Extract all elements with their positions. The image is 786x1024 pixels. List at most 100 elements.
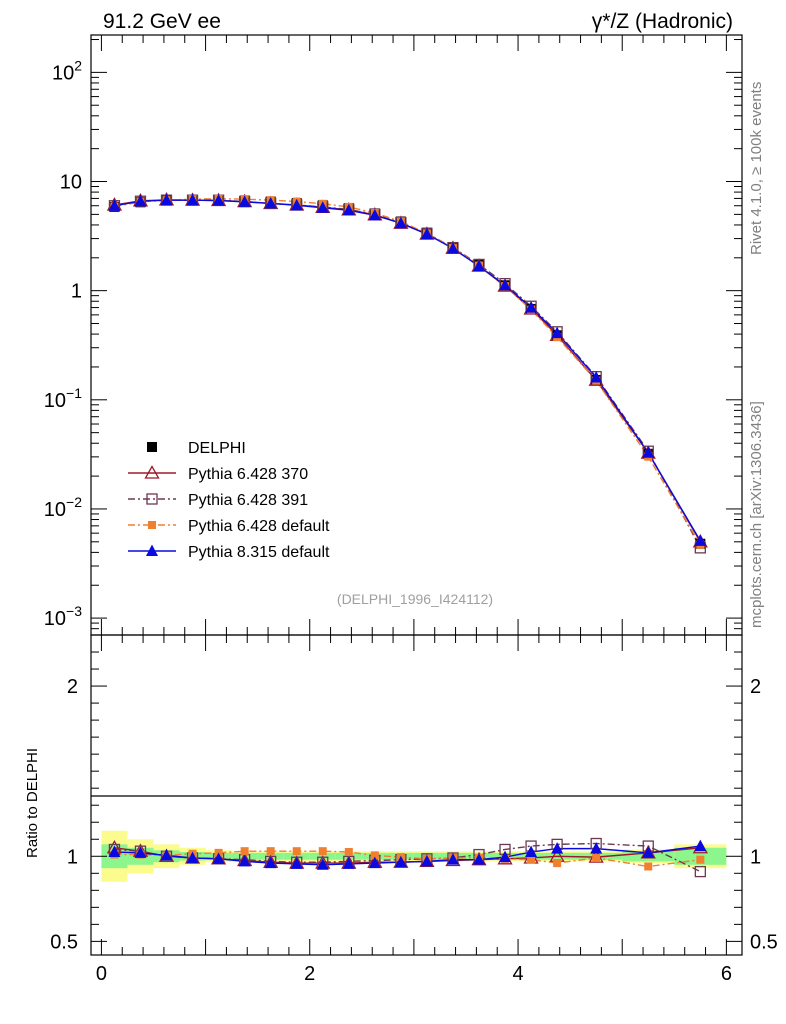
legend-label: Pythia 6.428 default (188, 518, 330, 535)
pdef-marker (148, 521, 156, 529)
pdef-marker (318, 847, 327, 856)
p8-marker (694, 534, 707, 546)
p8-marker (290, 198, 303, 211)
ratio-y-tick-label-right: 2 (750, 676, 761, 698)
p8-marker (590, 842, 603, 854)
header-right-title: γ*/Z (Hadronic) (592, 10, 733, 33)
p8-marker (212, 194, 225, 206)
rivet-note: Rivet 4.1.0, ≥ 100k events (748, 82, 765, 255)
legend-item-p391: Pythia 6.428 391 (128, 492, 308, 509)
p8-marker (472, 259, 485, 272)
p8-marker (551, 326, 564, 339)
main-y-tick-label: 10−1 (44, 385, 82, 412)
pdef-marker (553, 859, 562, 868)
mcplots-note: mcplots.cern.ch [arXiv:1306.3436] (748, 401, 765, 628)
p391-marker (146, 493, 158, 505)
p8-marker (368, 856, 381, 869)
p8-marker (394, 855, 407, 868)
main-series (106, 191, 708, 554)
p8-marker (238, 195, 251, 207)
p391-marker (694, 865, 706, 878)
ratio-y-tick-label-right: 0.5 (750, 931, 778, 953)
x-tick-labels: 0 2 4 6 (96, 963, 732, 985)
p8-marker (342, 857, 355, 869)
ratio-y-axis-label: Ratio to DELPHI (24, 748, 41, 858)
pdef-marker (527, 855, 536, 864)
p8-marker (525, 845, 538, 858)
x-tick-label: 2 (304, 963, 315, 985)
main-y-tick-label: 10 (60, 172, 82, 194)
header-left-title: 91.2 GeV ee (103, 10, 221, 33)
p8-marker (590, 371, 603, 383)
p8-marker (316, 201, 329, 213)
p8-marker (551, 842, 564, 854)
p8-marker (316, 858, 329, 870)
ratio-y-tick-label-right: 1 (750, 846, 761, 868)
p8-marker (108, 845, 121, 858)
ratio-panel: 0.5 0.5 1 1 2 2 0 2 4 6 Ratio to DELPHI (24, 634, 778, 985)
p8-marker (694, 839, 707, 852)
p8-marker (472, 853, 485, 865)
p8-marker (134, 194, 147, 207)
p370-marker (144, 465, 160, 479)
ratio-frame (90, 634, 743, 956)
main-ticks (91, 35, 742, 636)
p8-marker (420, 854, 433, 867)
ratio-y-tick-label: 2 (67, 676, 78, 698)
p8-marker (642, 446, 655, 458)
p8-marker (212, 852, 225, 864)
legend-label: Pythia 8.315 default (188, 544, 330, 561)
pdef-marker (344, 848, 353, 857)
ratio-series (106, 837, 708, 878)
p8-marker (264, 856, 277, 869)
p8-marker (499, 850, 512, 863)
main-y-tick-label: 10−2 (44, 494, 82, 521)
ratio-y-tick-label: 1 (67, 846, 78, 868)
legend-item-p370: Pythia 6.428 370 (128, 465, 308, 483)
pdef-marker (696, 855, 705, 864)
p8-marker (160, 848, 173, 861)
p8-marker (238, 854, 251, 867)
p8-marker (108, 199, 121, 211)
analysis-tag: (DELPHI_1996_I424112) (337, 591, 493, 607)
p8-marker (446, 242, 459, 254)
p8-marker (146, 544, 158, 556)
legend-item-pdef: Pythia 6.428 default (128, 518, 330, 535)
legend-label: DELPHI (188, 440, 246, 457)
legend-item-p8: Pythia 8.315 default (128, 544, 330, 561)
pdef-marker (240, 847, 249, 856)
p8-marker (134, 846, 147, 858)
p8-marker (264, 196, 277, 209)
legend-item-data: DELPHI (147, 440, 246, 457)
pdef-marker (592, 853, 601, 862)
x-tick-label: 4 (512, 963, 523, 985)
pdef-marker (266, 847, 275, 856)
pdef-marker (370, 851, 379, 860)
p8-marker (368, 208, 381, 221)
p8-marker (342, 203, 355, 216)
legend-label: Pythia 6.428 391 (188, 492, 308, 509)
legend: DELPHI Pythia 6.428 370 Pythia 6.428 391 Py… (128, 440, 330, 561)
ratio-y-tick-label: 0.5 (50, 931, 78, 953)
main-y-tick-labels: 10−3 10−2 10−1 1 10 102 (44, 57, 82, 630)
pdef-marker (644, 862, 653, 871)
legend-label: Pythia 6.428 370 (188, 466, 308, 483)
main-y-tick-label: 10−3 (44, 603, 82, 630)
p8-marker (290, 857, 303, 869)
main-panel: 10−3 10−2 10−1 1 10 102 (DELPHI_1996_I424112) (44, 34, 743, 636)
p8-marker (186, 851, 199, 863)
main-y-tick-label: 1 (71, 281, 82, 303)
p8-marker (499, 278, 512, 291)
p8-line (114, 199, 701, 542)
p370-line (114, 199, 701, 543)
data-point-marker (147, 442, 157, 452)
x-tick-label: 6 (721, 963, 732, 985)
p8-marker (642, 846, 655, 858)
main-y-tick-label: 102 (52, 57, 82, 84)
p8-marker (394, 216, 407, 229)
p8-marker (446, 853, 459, 865)
pdef-marker (292, 847, 301, 856)
p8-marker (186, 193, 199, 206)
ratio-ticks (91, 635, 742, 955)
x-tick-label: 0 (96, 963, 107, 985)
